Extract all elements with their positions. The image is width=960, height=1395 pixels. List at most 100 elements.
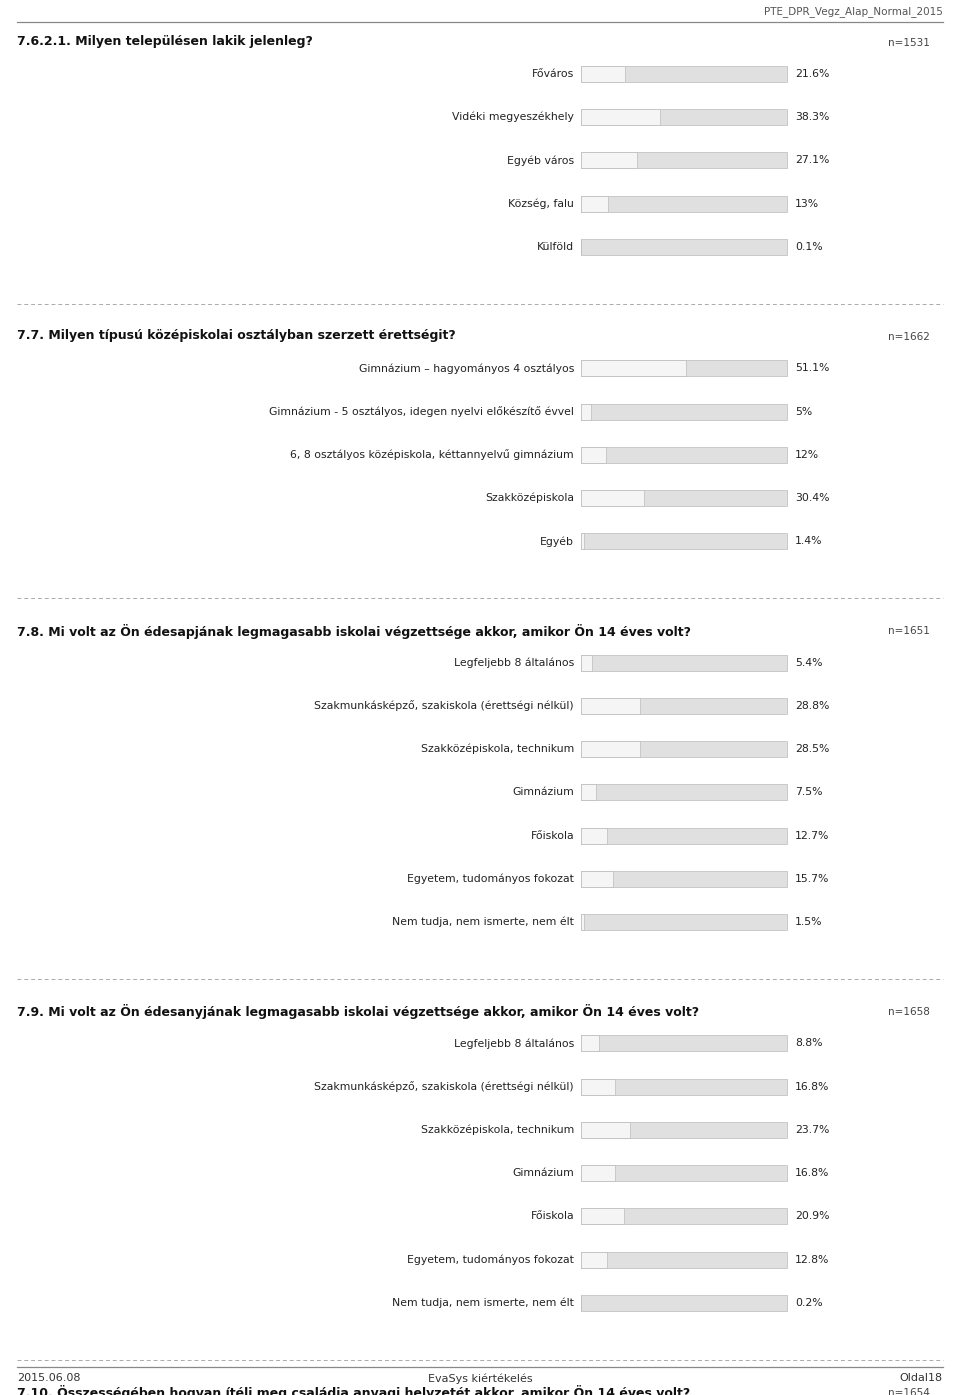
Bar [581, 1165, 615, 1182]
Bar [581, 533, 787, 550]
Text: 21.6%: 21.6% [795, 68, 829, 80]
Bar [581, 360, 787, 377]
Bar [581, 827, 607, 844]
Text: Főiskola: Főiskola [531, 1211, 574, 1222]
Bar [581, 1251, 608, 1268]
Text: Nem tudja, nem ismerte, nem élt: Nem tudja, nem ismerte, nem élt [393, 1297, 574, 1309]
Text: Szakmunkásképző, szakiskola (érettségi nélkül): Szakmunkásképző, szakiskola (érettségi n… [315, 700, 574, 711]
Text: 16.8%: 16.8% [795, 1081, 829, 1092]
Text: 38.3%: 38.3% [795, 112, 829, 123]
Bar [581, 195, 608, 212]
Bar [581, 1208, 624, 1225]
Bar [581, 1122, 787, 1138]
Bar [581, 1078, 787, 1095]
Text: 7.8. Mi volt az Ön édesapjának legmagasabb iskolai végzettsége akkor, amikor Ön : 7.8. Mi volt az Ön édesapjának legmagasa… [17, 624, 691, 639]
Bar [581, 741, 787, 757]
Text: n=1531: n=1531 [888, 38, 930, 47]
Text: Egyéb: Egyéb [540, 536, 574, 547]
Text: 7.9. Mi volt az Ön édesanyjának legmagasabb iskolai végzettsége akkor, amikor Ön: 7.9. Mi volt az Ön édesanyjának legmagas… [17, 1004, 700, 1020]
Bar [581, 741, 639, 757]
Bar [581, 446, 606, 463]
Bar [581, 784, 596, 801]
Bar [581, 870, 613, 887]
Text: Egyéb város: Egyéb város [507, 155, 574, 166]
Bar [581, 109, 660, 126]
Bar [581, 1078, 615, 1095]
Bar [581, 914, 584, 930]
Bar [581, 1035, 599, 1052]
Text: n=1654: n=1654 [888, 1388, 930, 1395]
Text: Nem tudja, nem ismerte, nem élt: Nem tudja, nem ismerte, nem élt [393, 917, 574, 928]
Bar [581, 654, 592, 671]
Text: 1.5%: 1.5% [795, 917, 823, 928]
Bar [581, 698, 787, 714]
Text: Gimnázium: Gimnázium [513, 787, 574, 798]
Text: Gimnázium: Gimnázium [513, 1168, 574, 1179]
Text: Külföld: Külföld [537, 241, 574, 252]
Text: 15.7%: 15.7% [795, 873, 829, 884]
Bar [581, 490, 643, 506]
Text: Gimnázium - 5 osztályos, idegen nyelvi előkészítő évvel: Gimnázium - 5 osztályos, idegen nyelvi e… [269, 406, 574, 417]
Text: Egyetem, tudományos fokozat: Egyetem, tudományos fokozat [407, 873, 574, 884]
Bar [581, 914, 787, 930]
Text: Szakmunkásképző, szakiskola (érettségi nélkül): Szakmunkásképző, szakiskola (érettségi n… [315, 1081, 574, 1092]
Text: n=1658: n=1658 [888, 1007, 930, 1017]
Bar [581, 1165, 787, 1182]
Text: 12%: 12% [795, 449, 819, 460]
Bar [581, 152, 787, 169]
Bar [581, 490, 787, 506]
Bar [581, 1251, 787, 1268]
Text: 5%: 5% [795, 406, 812, 417]
Bar [581, 1208, 787, 1225]
Text: Vidéki megyeszékhely: Vidéki megyeszékhely [452, 112, 574, 123]
Bar [581, 403, 591, 420]
Text: Oldal18: Oldal18 [900, 1373, 943, 1384]
Bar [581, 403, 787, 420]
Text: Főváros: Főváros [532, 68, 574, 80]
Text: Legfeljebb 8 általános: Legfeljebb 8 általános [454, 1038, 574, 1049]
Bar [581, 66, 787, 82]
Text: Főiskola: Főiskola [531, 830, 574, 841]
Text: 7.6.2.1. Milyen településen lakik jelenleg?: 7.6.2.1. Milyen településen lakik jelenl… [17, 35, 313, 47]
Bar [581, 827, 787, 844]
Text: Község, falu: Község, falu [508, 198, 574, 209]
Bar [581, 533, 584, 550]
Text: 12.8%: 12.8% [795, 1254, 829, 1265]
Text: Szakközépiskola, technikum: Szakközépiskola, technikum [420, 1124, 574, 1136]
Text: 6, 8 osztályos középiskola, kéttannyelvű gimnázium: 6, 8 osztályos középiskola, kéttannyelvű… [291, 449, 574, 460]
Text: 7.7. Milyen típusú középiskolai osztályban szerzett érettségit?: 7.7. Milyen típusú középiskolai osztályb… [17, 329, 456, 342]
Text: 0.1%: 0.1% [795, 241, 823, 252]
Bar [581, 360, 686, 377]
Text: 8.8%: 8.8% [795, 1038, 823, 1049]
Bar [581, 654, 787, 671]
Text: 23.7%: 23.7% [795, 1124, 829, 1136]
Text: Egyetem, tudományos fokozat: Egyetem, tudományos fokozat [407, 1254, 574, 1265]
Text: Szakközépiskola: Szakközépiskola [485, 492, 574, 504]
Bar [581, 152, 636, 169]
Text: 30.4%: 30.4% [795, 492, 829, 504]
Text: PTE_DPR_Vegz_Alap_Normal_2015: PTE_DPR_Vegz_Alap_Normal_2015 [764, 6, 943, 17]
Text: 16.8%: 16.8% [795, 1168, 829, 1179]
Text: 1.4%: 1.4% [795, 536, 823, 547]
Text: 13%: 13% [795, 198, 819, 209]
Bar [581, 784, 787, 801]
Text: 51.1%: 51.1% [795, 363, 829, 374]
Bar [581, 1295, 787, 1311]
Text: 5.4%: 5.4% [795, 657, 823, 668]
Bar [581, 1122, 630, 1138]
Text: n=1662: n=1662 [888, 332, 930, 342]
Text: 2015.06.08: 2015.06.08 [17, 1373, 81, 1384]
Bar [581, 195, 787, 212]
Text: Legfeljebb 8 általános: Legfeljebb 8 általános [454, 657, 574, 668]
Bar [581, 698, 640, 714]
Text: 28.8%: 28.8% [795, 700, 829, 711]
Bar [581, 446, 787, 463]
Text: Gimnázium – hagyományos 4 osztályos: Gimnázium – hagyományos 4 osztályos [359, 363, 574, 374]
Text: 28.5%: 28.5% [795, 744, 829, 755]
Text: 7.10. Összességében hogyan ítéli meg családja anyagi helyzetét akkor, amikor Ön : 7.10. Összességében hogyan ítéli meg csa… [17, 1385, 690, 1395]
Bar [581, 66, 625, 82]
Text: EvaSys kiértékelés: EvaSys kiértékelés [428, 1373, 532, 1384]
Text: Szakközépiskola, technikum: Szakközépiskola, technikum [420, 744, 574, 755]
Text: 7.5%: 7.5% [795, 787, 823, 798]
Text: 20.9%: 20.9% [795, 1211, 829, 1222]
